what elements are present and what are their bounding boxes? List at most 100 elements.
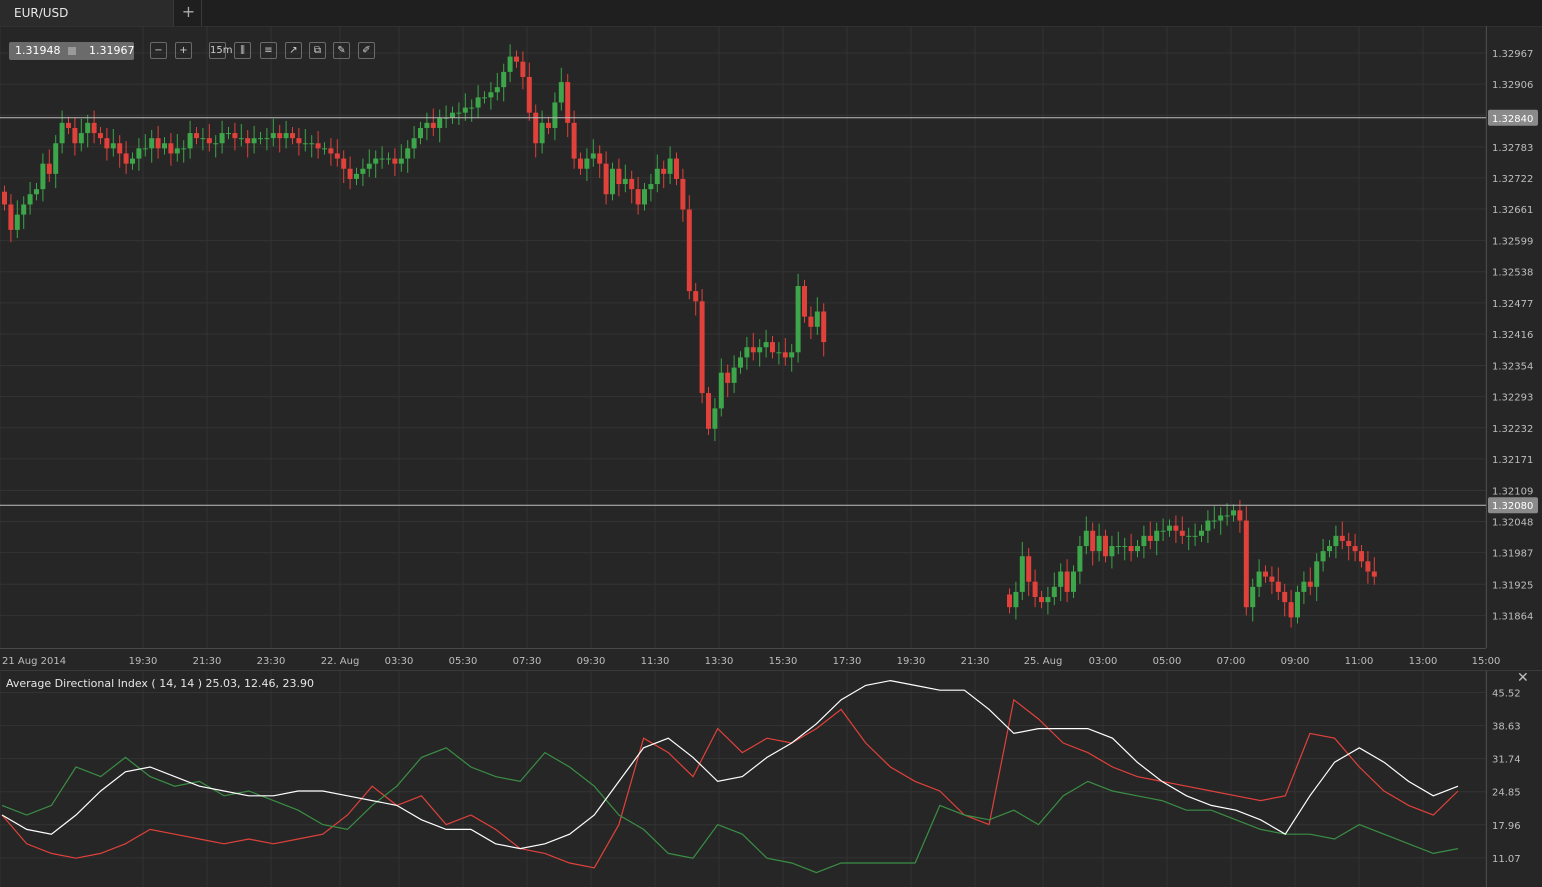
candle (1288, 589, 1294, 628)
candle-body (1243, 520, 1249, 608)
candle (66, 116, 71, 135)
quote-box[interactable]: 1.31948 1.31967 (9, 42, 135, 60)
zoom-in-icon[interactable]: + (175, 42, 192, 59)
candle-body (1071, 571, 1076, 592)
candle (213, 135, 219, 158)
candle-body (539, 122, 545, 144)
candle (1314, 553, 1320, 602)
y-tick-label: 1.31925 (1492, 580, 1533, 591)
candle (1071, 565, 1076, 599)
candle (1359, 545, 1364, 568)
candle (782, 338, 788, 366)
candle-body (1032, 581, 1038, 598)
candle-body (1327, 546, 1332, 552)
candle (315, 131, 321, 159)
candle (648, 173, 654, 202)
indicator-title: Average Directional Index ( 14, 14 ) 25.… (6, 677, 314, 690)
candle-body (1320, 551, 1326, 562)
settings-icon[interactable]: ≡ (260, 42, 277, 59)
candle (1231, 504, 1236, 522)
candle-body (1371, 571, 1377, 577)
candle (629, 170, 635, 204)
candle (514, 50, 519, 68)
candle-body (546, 122, 551, 128)
candle-body (104, 138, 110, 149)
candle (622, 164, 628, 193)
candle (1109, 535, 1115, 569)
candle (667, 146, 673, 185)
candle (1135, 539, 1140, 558)
candle (814, 297, 820, 335)
indicators-icon[interactable]: ↗ (285, 42, 302, 59)
x-tick-label: 21:30 (961, 656, 990, 667)
horizontal-line-label: 1.32080 (1492, 501, 1533, 512)
candle-body (424, 122, 430, 128)
candle (341, 150, 347, 184)
candle (712, 398, 718, 442)
candle (526, 62, 532, 121)
candle-body (821, 311, 827, 343)
candle (757, 339, 763, 367)
indicator-grid (0, 671, 1487, 887)
candle-body (117, 143, 123, 154)
candle-body (149, 138, 155, 149)
candle (232, 122, 238, 151)
y-tick-label: 1.32661 (1492, 205, 1533, 216)
pane-divider[interactable] (0, 670, 1542, 671)
candle-body (526, 76, 532, 113)
x-tick-label: 07:30 (513, 656, 542, 667)
candle-body (590, 153, 596, 159)
candle-body (1365, 561, 1371, 572)
candle (411, 125, 417, 159)
price-chart[interactable]: 1.329671.329061.328451.327831.327221.326… (0, 26, 1542, 670)
candle (1077, 535, 1083, 584)
candle-body (1307, 581, 1313, 587)
candle-body (1186, 535, 1192, 537)
candle-body (1346, 540, 1352, 547)
candle (258, 132, 263, 145)
candle (565, 73, 571, 138)
candle (1327, 539, 1332, 558)
chart-type-icon[interactable]: ⫼ (234, 42, 251, 59)
candle (1096, 523, 1102, 562)
candle-body (187, 133, 193, 149)
tab-eurusd[interactable]: EUR/USD (0, 0, 174, 26)
candle-body (699, 301, 705, 394)
candle-body (379, 158, 385, 160)
candle (1007, 588, 1012, 614)
candle-body (98, 133, 103, 139)
candle (1263, 565, 1268, 583)
candle-body (706, 393, 711, 429)
x-tick-label: 25. Aug (1024, 656, 1063, 667)
candle (1320, 538, 1326, 572)
candle (450, 106, 455, 124)
candle (360, 158, 366, 187)
candle-body (1064, 571, 1070, 592)
draw-icon[interactable]: ✐ (358, 42, 375, 59)
candle-body (462, 107, 468, 113)
candle (21, 196, 27, 229)
close-indicator-icon[interactable]: ✕ (1517, 670, 1529, 686)
edit-icon[interactable]: ✎ (333, 42, 350, 59)
add-tab-button[interactable]: + (176, 0, 202, 26)
zoom-out-icon[interactable]: − (150, 42, 167, 59)
candle-body (1269, 576, 1275, 582)
candle (744, 337, 750, 370)
timeframe-button[interactable]: 15m (209, 42, 232, 59)
candle-body (1007, 594, 1012, 608)
candle-body (418, 127, 423, 139)
candle-body (85, 122, 91, 134)
candle (1199, 524, 1204, 542)
indicator-y-tick-label: 31.74 (1492, 755, 1521, 766)
candle-body (277, 133, 283, 139)
compare-icon[interactable]: ⧉ (309, 42, 326, 59)
candle (373, 150, 379, 178)
candle (1295, 585, 1300, 624)
candle (469, 99, 475, 122)
y-tick-label: 1.32109 (1492, 486, 1533, 497)
adx-indicator-chart[interactable]: 45.52 38.63 31.74 24.85 17.96 11.07 (0, 671, 1542, 887)
candles (2, 44, 1377, 628)
candle-body (40, 163, 46, 190)
candle-body (1058, 571, 1064, 587)
candle-body (72, 127, 78, 144)
